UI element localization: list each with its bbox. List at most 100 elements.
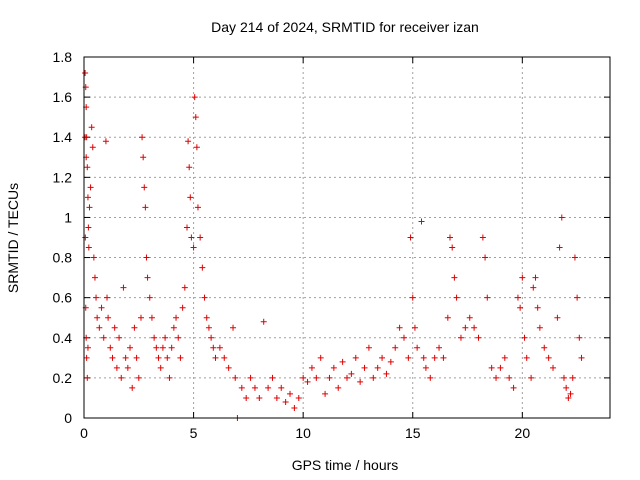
data-point bbox=[216, 344, 223, 351]
data-point bbox=[135, 374, 142, 381]
data-point bbox=[287, 390, 294, 397]
data-point bbox=[365, 344, 372, 351]
data-point bbox=[221, 354, 228, 361]
data-point bbox=[265, 384, 272, 391]
data-point bbox=[260, 318, 267, 325]
data-point bbox=[462, 324, 469, 331]
data-point bbox=[565, 394, 572, 401]
data-point bbox=[85, 224, 92, 231]
data-point bbox=[422, 364, 429, 371]
data-point bbox=[269, 374, 276, 381]
data-point bbox=[387, 358, 394, 365]
data-point bbox=[124, 364, 131, 371]
x-axis-label: GPS time / hours bbox=[292, 457, 399, 473]
data-point bbox=[116, 334, 123, 341]
data-point bbox=[510, 384, 517, 391]
tick-labels: 0 5 10 15 20 0 0.2 0.4 0.6 0.8 1 1.2 1.4 1.6 1.8 bbox=[53, 49, 531, 441]
data-point bbox=[558, 214, 565, 221]
data-point bbox=[190, 244, 197, 251]
data-point bbox=[193, 144, 200, 151]
data-point bbox=[159, 344, 166, 351]
data-point bbox=[440, 354, 447, 361]
data-point bbox=[194, 204, 201, 211]
data-point bbox=[282, 398, 289, 405]
data-point bbox=[84, 164, 91, 171]
data-point bbox=[453, 294, 460, 301]
data-point bbox=[146, 294, 153, 301]
data-point bbox=[536, 324, 543, 331]
y-tick-label: 0.6 bbox=[53, 290, 73, 306]
data-point bbox=[569, 374, 576, 381]
data-point bbox=[96, 324, 103, 331]
data-point bbox=[84, 194, 91, 201]
data-point bbox=[361, 364, 368, 371]
data-point bbox=[251, 384, 258, 391]
data-point bbox=[104, 294, 111, 301]
data-point bbox=[188, 234, 195, 241]
data-point bbox=[197, 234, 204, 241]
data-point bbox=[514, 294, 521, 301]
y-tick-label: 0.2 bbox=[53, 370, 73, 386]
data-point bbox=[457, 334, 464, 341]
data-point bbox=[295, 394, 302, 401]
x-tick-label: 5 bbox=[190, 425, 198, 441]
data-point bbox=[420, 354, 427, 361]
data-point bbox=[91, 274, 98, 281]
x-tick-label: 10 bbox=[295, 425, 311, 441]
data-point bbox=[144, 274, 151, 281]
data-point bbox=[379, 354, 386, 361]
data-point bbox=[523, 354, 530, 361]
data-point bbox=[199, 264, 206, 271]
data-point bbox=[133, 354, 140, 361]
data-point bbox=[170, 324, 177, 331]
data-point bbox=[94, 314, 101, 321]
data-point bbox=[148, 314, 155, 321]
data-point bbox=[273, 394, 280, 401]
data-point bbox=[191, 94, 198, 101]
data-point bbox=[107, 344, 114, 351]
data-point bbox=[308, 364, 315, 371]
data-point bbox=[407, 234, 414, 241]
data-point bbox=[127, 344, 134, 351]
data-point bbox=[83, 354, 90, 361]
data-point bbox=[400, 334, 407, 341]
x-tick-label: 15 bbox=[405, 425, 421, 441]
data-point bbox=[140, 154, 147, 161]
data-point bbox=[141, 184, 148, 191]
data-point bbox=[471, 324, 478, 331]
data-point bbox=[122, 354, 129, 361]
data-point bbox=[383, 370, 390, 377]
data-point bbox=[230, 324, 237, 331]
data-point bbox=[203, 314, 210, 321]
data-point bbox=[131, 324, 138, 331]
data-point bbox=[567, 390, 574, 397]
data-point bbox=[352, 354, 359, 361]
data-point bbox=[392, 344, 399, 351]
y-tick-label: 1 bbox=[64, 209, 72, 225]
data-point bbox=[335, 384, 342, 391]
data-point bbox=[357, 378, 364, 385]
data-point bbox=[278, 384, 285, 391]
data-point bbox=[484, 294, 491, 301]
data-point bbox=[317, 354, 324, 361]
data-point bbox=[238, 384, 245, 391]
data-point bbox=[100, 334, 107, 341]
data-point bbox=[87, 184, 94, 191]
data-point bbox=[143, 254, 150, 261]
x-tick-label: 0 bbox=[80, 425, 88, 441]
data-point bbox=[493, 374, 500, 381]
data-point bbox=[85, 244, 92, 251]
data-point bbox=[517, 304, 524, 311]
data-point bbox=[90, 254, 97, 261]
data-point bbox=[93, 294, 100, 301]
data-point bbox=[155, 354, 162, 361]
data-point bbox=[501, 354, 508, 361]
data-point bbox=[414, 344, 421, 351]
data-point bbox=[88, 124, 95, 131]
data-point bbox=[528, 374, 535, 381]
data-point bbox=[405, 354, 412, 361]
y-tick-label: 1.8 bbox=[53, 49, 73, 65]
data-point bbox=[482, 254, 489, 261]
data-point bbox=[166, 374, 173, 381]
